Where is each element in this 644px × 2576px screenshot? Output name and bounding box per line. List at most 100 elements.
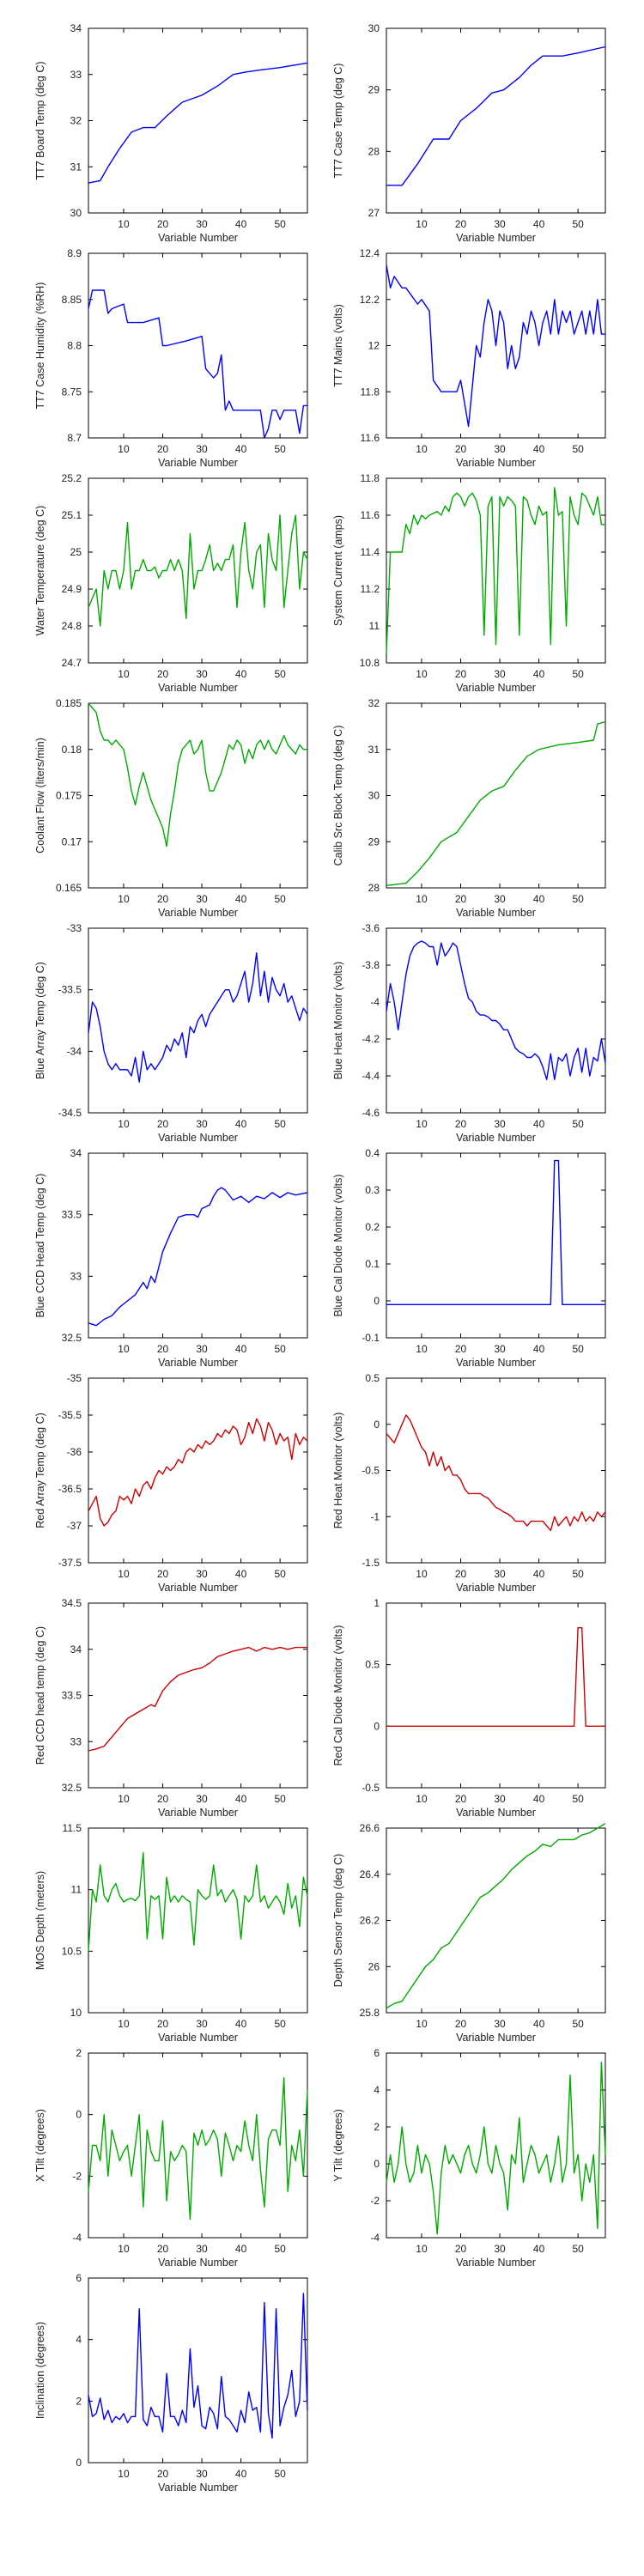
y-axis-label: Blue Cal Diode Monitor (volts) xyxy=(332,1174,344,1316)
x-tick-label: 30 xyxy=(494,443,506,455)
y-tick-label: 33.5 xyxy=(62,1690,82,1702)
x-tick-label: 20 xyxy=(157,218,169,230)
series-line xyxy=(88,1851,308,1952)
series-line xyxy=(386,1822,606,2009)
x-axis-label: Variable Number xyxy=(158,1807,238,1819)
x-tick-label: 30 xyxy=(494,668,506,680)
x-tick-label: 30 xyxy=(494,218,506,230)
chart-panel: 10.8 11 11.2 11.4 11.6 11.8 10 20 30 40 50 Variable… xyxy=(332,472,606,694)
y-axis-label: Depth Sensor Temp (deg C) xyxy=(332,1854,344,1987)
y-tick-label: -0.1 xyxy=(361,1332,380,1344)
x-tick-label: 40 xyxy=(235,1118,247,1130)
plot-frame xyxy=(88,1152,308,1339)
x-tick-label: 50 xyxy=(572,218,584,230)
y-tick-label: 0.5 xyxy=(365,1372,380,1384)
y-tick-label: 32.5 xyxy=(62,1332,82,1344)
x-tick-label: 40 xyxy=(235,218,247,230)
x-axis-label: Variable Number xyxy=(456,457,536,469)
x-tick-label: 40 xyxy=(533,218,545,230)
x-tick-label: 10 xyxy=(118,2468,130,2480)
y-tick-label: 12 xyxy=(368,340,380,352)
y-tick-label: 0.185 xyxy=(56,697,82,709)
y-axis-label: Blue Heat Monitor (volts) xyxy=(332,962,344,1080)
x-tick-label: 50 xyxy=(572,443,584,455)
y-axis-label: Red Array Temp (deg C) xyxy=(34,1413,46,1528)
series-line xyxy=(88,951,308,1083)
plot-frame xyxy=(386,1602,606,1789)
x-axis-label: Variable Number xyxy=(158,1582,238,1594)
y-tick-label: -36.5 xyxy=(58,1483,82,1495)
y-tick-label: 30 xyxy=(70,207,82,219)
y-axis-label: TT7 Board Temp (deg C) xyxy=(34,61,46,179)
x-tick-label: 30 xyxy=(494,2018,506,2030)
y-tick-label: -34.5 xyxy=(58,1107,82,1119)
x-axis-label: Variable Number xyxy=(456,682,536,694)
series-line xyxy=(386,46,606,186)
chart-panel: 8.7 8.75 8.8 8.85 8.9 10 20 30 40 50 Variable Numb… xyxy=(34,247,308,469)
series-line xyxy=(386,1414,606,1532)
chart-panel: -4 -2 0 2 4 6 10 20 30 40 50 Variable Number Y Tilt … xyxy=(332,2047,606,2269)
x-tick-label: 30 xyxy=(494,1118,506,1130)
y-tick-label: 29 xyxy=(368,84,380,96)
x-tick-label: 20 xyxy=(455,1568,467,1580)
y-tick-label: 24.7 xyxy=(62,657,82,669)
x-tick-label: 20 xyxy=(157,668,169,680)
plot-frame xyxy=(88,2277,308,2464)
x-tick-label: 10 xyxy=(416,893,428,905)
x-axis-label: Variable Number xyxy=(456,2257,536,2269)
series-line xyxy=(88,514,308,627)
y-axis-label: Y Tilt (degrees) xyxy=(332,2109,344,2182)
y-tick-label: -0.5 xyxy=(361,1782,380,1794)
y-tick-label: 34.5 xyxy=(62,1597,82,1609)
y-tick-label: -33.5 xyxy=(58,984,82,996)
y-tick-label: 25.8 xyxy=(360,2007,380,2019)
x-tick-label: 40 xyxy=(235,1793,247,1805)
y-tick-label: 2 xyxy=(76,2395,82,2407)
series-line xyxy=(88,2076,308,2221)
y-tick-label: 0.175 xyxy=(56,790,82,802)
x-tick-label: 20 xyxy=(455,893,467,905)
x-tick-label: 20 xyxy=(157,2468,169,2480)
y-tick-label: 1 xyxy=(374,1597,380,1609)
x-tick-label: 20 xyxy=(455,1118,467,1130)
y-tick-label: 11.8 xyxy=(361,386,380,398)
x-tick-label: 40 xyxy=(533,2018,545,2030)
y-axis-label: TT7 Case Temp (deg C) xyxy=(332,64,344,179)
y-tick-label: 0.5 xyxy=(365,1659,380,1671)
x-axis-label: Variable Number xyxy=(456,1132,536,1144)
chart-panel: 11.6 11.8 12 12.2 12.4 10 20 30 40 50 Variable Num… xyxy=(332,247,606,469)
x-tick-label: 50 xyxy=(274,1343,286,1355)
y-tick-label: 0 xyxy=(374,1295,380,1307)
y-axis-label: TT7 Case Humidity (%RH) xyxy=(34,283,46,410)
plot-frame xyxy=(88,1377,308,1564)
y-tick-label: 29 xyxy=(368,835,380,848)
plot-frame xyxy=(386,1377,606,1564)
y-tick-label: -36 xyxy=(67,1446,82,1458)
y-tick-label: 25.2 xyxy=(62,472,82,484)
chart-panel: 32.5 33 33.5 34 10 20 30 40 50 Variable Number Blu… xyxy=(34,1147,308,1369)
x-axis-label: Variable Number xyxy=(158,232,238,244)
x-axis-label: Variable Number xyxy=(456,907,536,919)
y-axis-label: Red Cal Diode Monitor (volts) xyxy=(332,1625,344,1766)
y-tick-label: 8.7 xyxy=(67,432,82,444)
y-tick-label: 10.5 xyxy=(62,1945,82,1957)
y-tick-label: 34 xyxy=(70,22,82,34)
x-tick-label: 20 xyxy=(157,2243,169,2255)
series-line xyxy=(88,1187,308,1327)
chart-panel: 28 29 30 31 32 10 20 30 40 50 Variable Number Calib… xyxy=(332,697,606,919)
x-tick-label: 10 xyxy=(416,443,428,455)
y-axis-label: Blue Array Temp (deg C) xyxy=(34,962,46,1079)
x-tick-label: 50 xyxy=(274,668,286,680)
x-tick-label: 30 xyxy=(196,2468,208,2480)
y-tick-label: 0.1 xyxy=(365,1258,380,1270)
y-tick-label: 2 xyxy=(374,2121,380,2133)
y-tick-label: -4 xyxy=(370,2232,380,2244)
y-axis-label: Calib Src Block Temp (deg C) xyxy=(332,726,344,866)
y-axis-label: Red Heat Monitor (volts) xyxy=(332,1413,344,1528)
y-tick-label: 26.6 xyxy=(360,1822,380,1834)
y-tick-label: 6 xyxy=(374,2047,380,2059)
series-line xyxy=(386,487,605,654)
x-tick-label: 50 xyxy=(572,1118,584,1130)
x-tick-label: 30 xyxy=(494,1793,506,1805)
chart-panel: -37.5 -37 -36.5 -36 -35.5 -35 10 20 30 40 50 Variab… xyxy=(34,1372,308,1594)
